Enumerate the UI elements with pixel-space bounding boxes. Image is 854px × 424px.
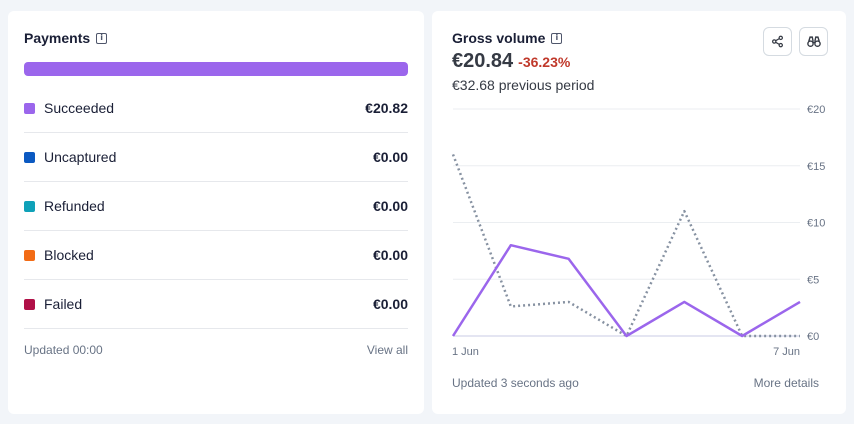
previous-period: €32.68 previous period — [452, 77, 595, 93]
y-tick-label: €0 — [807, 331, 819, 343]
info-icon[interactable]: i — [551, 32, 563, 44]
row-value: €0.00 — [372, 296, 408, 312]
payments-card: Payments i Succeeded €20.82 Uncaptured €… — [8, 11, 424, 414]
gross-volume-title: Gross volume i — [452, 30, 563, 46]
row-label: Blocked — [44, 247, 94, 263]
payments-list: Succeeded €20.82 Uncaptured €0.00 Refund… — [24, 84, 408, 329]
more-details-link[interactable]: More details — [753, 376, 819, 390]
previous-period-line — [451, 153, 800, 338]
blocked-swatch — [24, 249, 35, 261]
uncaptured-swatch — [24, 151, 35, 163]
info-icon[interactable]: i — [96, 32, 108, 44]
succeeded-swatch — [24, 102, 35, 114]
payments-title-text: Payments — [24, 30, 91, 46]
payment-row-refunded: Refunded €0.00 — [24, 182, 408, 231]
payments-title: Payments i — [24, 30, 108, 46]
payment-row-failed: Failed €0.00 — [24, 280, 408, 329]
gross-delta: -36.23% — [518, 54, 571, 70]
explore-button[interactable] — [799, 27, 828, 56]
payments-updated: Updated 00:00 — [24, 343, 103, 357]
failed-swatch — [24, 298, 35, 310]
y-tick-label: €10 — [807, 218, 825, 230]
view-all-link[interactable]: View all — [366, 343, 408, 357]
row-value: €0.00 — [372, 149, 408, 165]
y-tick-label: €5 — [807, 274, 819, 286]
current-period-line — [451, 243, 801, 338]
share-button[interactable] — [763, 27, 792, 56]
row-label: Succeeded — [44, 100, 115, 116]
payment-row-uncaptured: Uncaptured €0.00 — [24, 133, 408, 182]
payments-breakdown-bar — [24, 62, 408, 76]
gross-volume-chart: €0 €5 €10 €15 €20 1 Jun 7 Jun — [451, 104, 825, 358]
row-label: Uncaptured — [44, 149, 117, 165]
row-label: Failed — [44, 296, 83, 312]
gross-amount-row: €20.84 -36.23% — [452, 50, 570, 73]
x-tick-label: 7 Jun — [773, 346, 800, 358]
row-label: Refunded — [44, 198, 105, 214]
row-value: €0.00 — [372, 198, 408, 214]
share-icon — [772, 35, 783, 48]
binoculars-icon — [806, 36, 821, 48]
gross-updated: Updated 3 seconds ago — [452, 376, 579, 390]
gross-volume-card: Gross volume i €20.84 -36.23% €32.68 pre… — [432, 11, 846, 414]
payment-row-blocked: Blocked €0.00 — [24, 231, 408, 280]
y-tick-label: €20 — [807, 104, 825, 116]
x-tick-label: 1 Jun — [452, 346, 479, 358]
gross-volume-title-text: Gross volume — [452, 30, 546, 46]
gross-amount: €20.84 — [452, 50, 514, 72]
payment-row-succeeded: Succeeded €20.82 — [24, 84, 408, 133]
row-value: €20.82 — [365, 100, 408, 116]
refunded-swatch — [24, 200, 35, 212]
y-tick-label: €15 — [807, 161, 825, 173]
row-value: €0.00 — [372, 247, 408, 263]
